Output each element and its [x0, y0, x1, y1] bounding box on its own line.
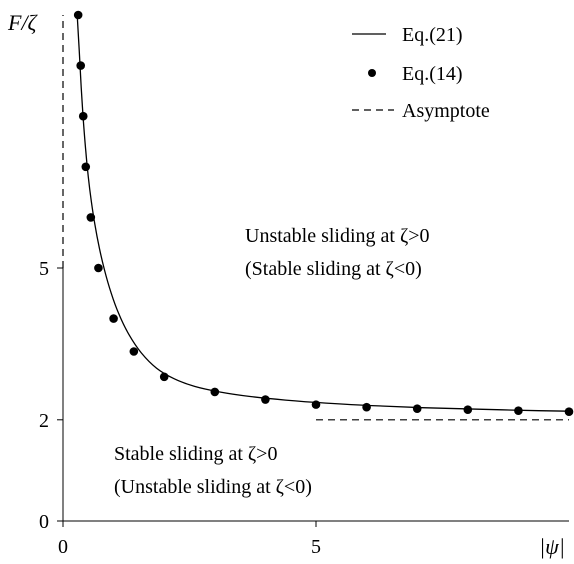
- data-point-eq14: [129, 347, 139, 356]
- data-point-eq14: [412, 404, 422, 413]
- legend-item-eq21: Eq.(21): [352, 24, 463, 46]
- annotation-unstable: Unstable sliding at ζ>0 (Stable sliding …: [245, 225, 430, 280]
- data-point-eq14: [159, 372, 169, 382]
- y-tick-label: 0: [39, 511, 49, 533]
- data-point-eq14: [311, 400, 321, 409]
- series-layer: [73, 10, 574, 417]
- series-line-eq21: [76, 14, 570, 412]
- x-tick-label: 5: [311, 536, 321, 558]
- legend-item-eq14: Eq.(14): [368, 63, 463, 85]
- data-point-eq14: [76, 61, 86, 70]
- plot-area: 0 2 5 0 5: [39, 10, 574, 558]
- asymptote-layer: [62, 15, 569, 421]
- legend-label-eq14: Eq.(14): [402, 63, 463, 85]
- data-point-eq14: [78, 111, 88, 121]
- data-point-eq14: [86, 213, 96, 222]
- annotation-unstable-line-2: (Stable sliding at ζ<0): [245, 258, 422, 280]
- legend-dot-icon: [368, 69, 376, 77]
- data-point-eq14: [463, 405, 473, 414]
- annotation-unstable-line-1: Unstable sliding at ζ>0: [245, 225, 430, 247]
- data-point-eq14: [81, 162, 91, 172]
- y-tick-label: 2: [39, 410, 49, 432]
- annotation-stable: Stable sliding at ζ>0 (Unstable sliding …: [114, 443, 312, 498]
- data-point-eq14: [210, 387, 220, 397]
- data-point-eq14: [261, 395, 270, 404]
- x-axis-label: |ψ|: [539, 534, 565, 559]
- data-point-eq14: [564, 407, 574, 417]
- data-point-eq14: [514, 406, 523, 415]
- y-axis-label: F/ζ: [7, 10, 39, 35]
- legend-item-asymptote: Asymptote: [352, 100, 490, 122]
- annotation-stable-line-2: (Unstable sliding at ζ<0): [114, 476, 312, 498]
- data-point-eq14: [109, 314, 118, 323]
- legend-label-asymptote: Asymptote: [402, 100, 490, 122]
- x-tick-label: 0: [58, 536, 68, 558]
- y-tick-label: 5: [39, 258, 49, 280]
- data-point-eq14: [73, 10, 83, 20]
- data-point-eq14: [94, 263, 103, 273]
- annotation-stable-line-1: Stable sliding at ζ>0: [114, 443, 277, 465]
- legend: Eq.(21) Eq.(14) Asymptote: [352, 24, 490, 122]
- data-point-eq14: [362, 402, 371, 412]
- legend-label-eq21: Eq.(21): [402, 24, 463, 46]
- tick-layer: 0 2 5 0 5: [39, 258, 321, 558]
